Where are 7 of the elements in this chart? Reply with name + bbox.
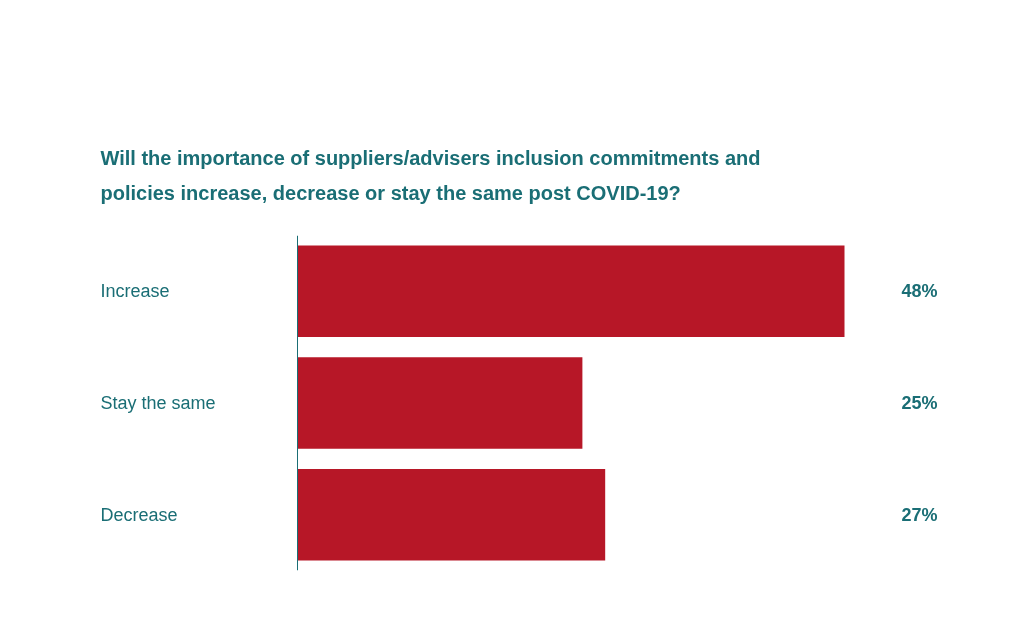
- y-tick-label: Decrease: [100, 504, 178, 525]
- chart-title: Will the importance of suppliers/advisers inclusion commitments and policies increase, decrease or stay the same post COVID-19?: [100, 147, 761, 205]
- y-tick-label: Stay the same: [100, 393, 216, 413]
- data-label: 48%: [901, 281, 938, 302]
- y-tick-label: Increase: [100, 281, 170, 302]
- data-label: 27%: [901, 504, 938, 525]
- data-label: 25%: [901, 393, 938, 413]
